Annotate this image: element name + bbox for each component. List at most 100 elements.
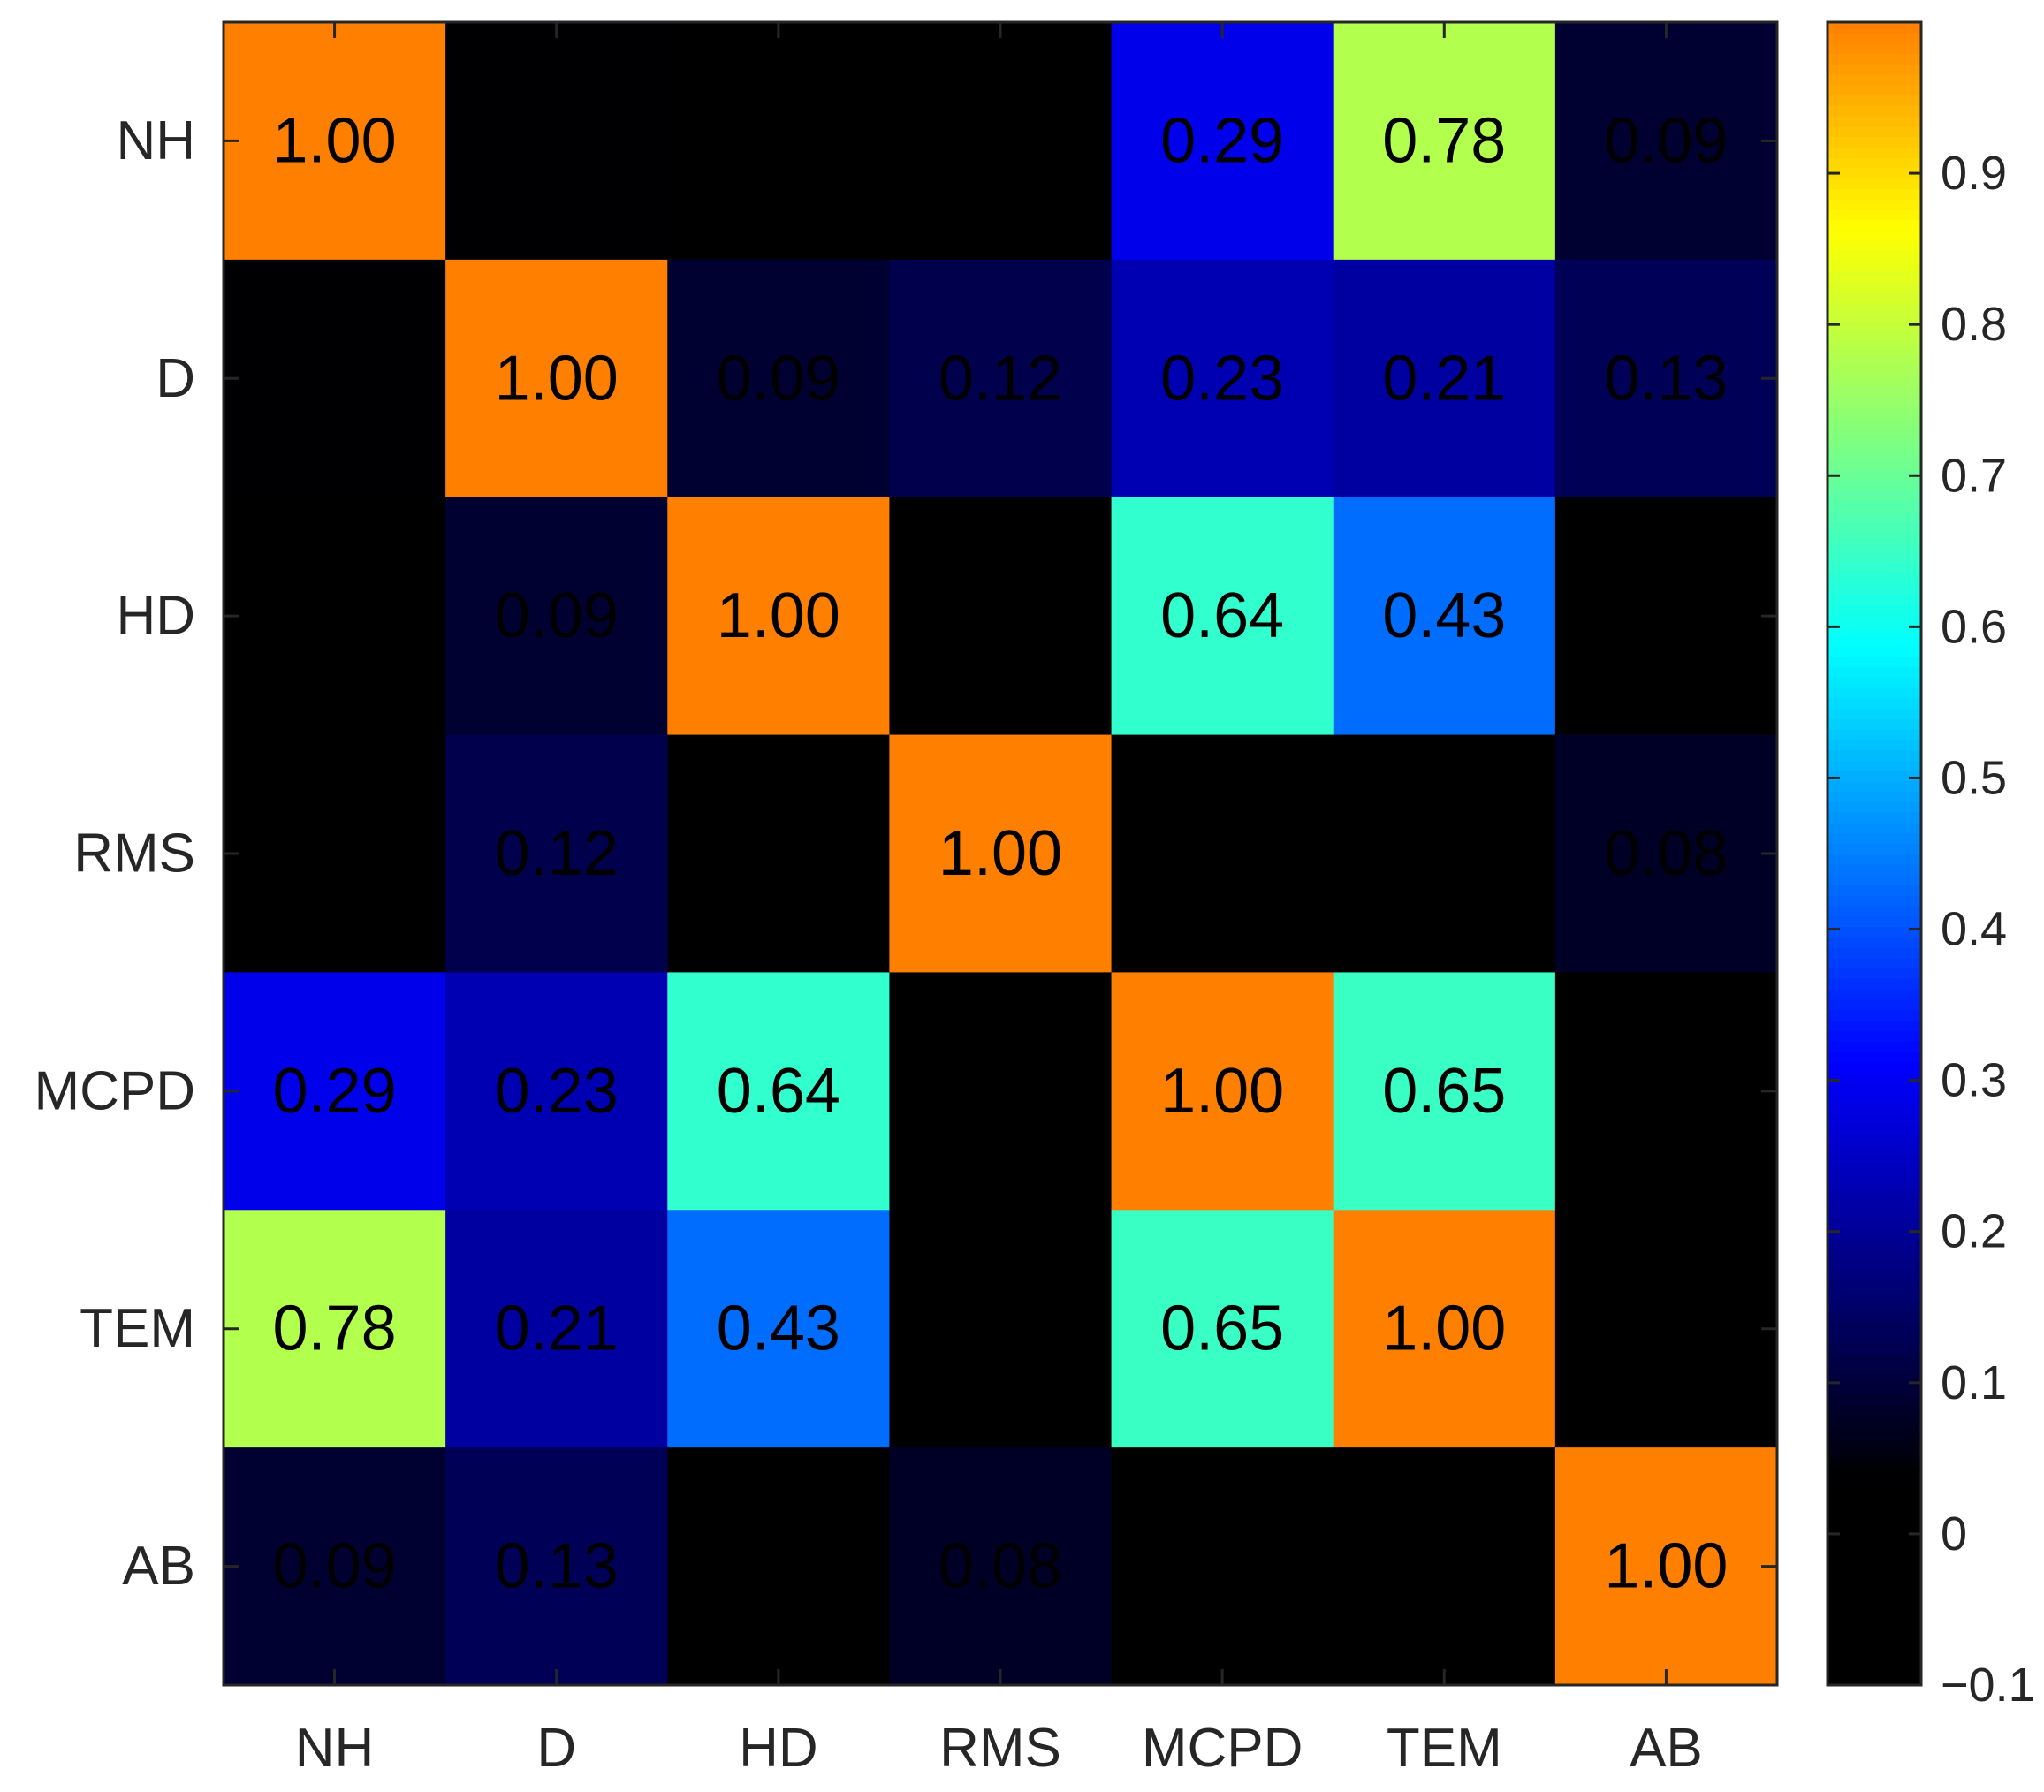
x-tick-label-ab: AB — [1630, 1718, 1703, 1779]
colorbar-segment — [1827, 1446, 1921, 1458]
colorbar-segment — [1827, 728, 1921, 740]
colorbar-segment — [1827, 1072, 1921, 1083]
colorbar: −0.1 0 0.1 0.2 0.3 0.4 0.5 0.6 0.7 0.8 0.9 — [1826, 20, 2035, 1712]
colorbar-segment — [1827, 1238, 1921, 1249]
colorbar-segment — [1827, 885, 1921, 896]
heatmap-cell-hd-d — [445, 497, 668, 736]
heatmap-cell-mcpd-rms — [889, 972, 1113, 1211]
cell-value-label: 0.43 — [717, 1294, 840, 1364]
colorbar-segment — [1827, 625, 1921, 636]
y-tick-label-tem: TEM — [80, 1298, 195, 1359]
cell-value-label: −0.10 — [698, 105, 859, 176]
colorbar-tick-label: 0.7 — [1941, 449, 2007, 502]
cell-value-label: 0.04 — [495, 105, 619, 176]
colorbar-segment — [1827, 791, 1921, 802]
colorbar-segment — [1827, 1165, 1921, 1177]
colorbar-segment — [1827, 1415, 1921, 1426]
colorbar-segment — [1827, 656, 1921, 668]
cell-value-label: −0.01 — [920, 1294, 1081, 1364]
colorbar-segment — [1827, 1508, 1921, 1520]
heatmap-cell-nh-d — [445, 22, 668, 261]
cell-value-label: 0.21 — [1382, 343, 1506, 414]
cell-value-label: 0.21 — [495, 1294, 619, 1364]
colorbar-segment — [1827, 32, 1921, 44]
cell-value-label: 0.29 — [1160, 105, 1284, 176]
colorbar-segment — [1827, 354, 1921, 366]
heatmap-cell-nh-tem — [1333, 22, 1556, 261]
colorbar-segment — [1827, 1633, 1921, 1644]
colorbar-segment — [1827, 22, 1921, 34]
cell-value-label: 0.12 — [495, 818, 619, 889]
cell-value-label: 0.29 — [273, 1056, 397, 1127]
colorbar-segment — [1827, 1310, 1921, 1323]
heatmap-cell-ab-mcpd — [1111, 1447, 1334, 1686]
cell-value-label: 1.00 — [1160, 1056, 1284, 1127]
colorbar-segment — [1827, 1082, 1921, 1094]
colorbar-segment — [1827, 1550, 1921, 1561]
colorbar-segment — [1827, 167, 1921, 179]
heatmap-cell-d-ab — [1554, 259, 1778, 498]
heatmap-cell-ab-ab — [1554, 1447, 1778, 1686]
colorbar-segment — [1827, 385, 1921, 398]
heatmap-cell-rms-ab — [1554, 734, 1778, 974]
colorbar-segment — [1827, 1258, 1921, 1271]
colorbar-segment — [1827, 42, 1921, 55]
cell-value-label: 0.13 — [1604, 343, 1728, 414]
colorbar-tick-label: 0.4 — [1941, 903, 2007, 956]
colorbar-segment — [1827, 801, 1921, 813]
colorbar-segment — [1827, 448, 1921, 459]
cell-value-label: 1.00 — [1604, 1531, 1728, 1602]
cell-value-label: 0.02 — [938, 1056, 1062, 1127]
cell-value-label: 0.23 — [1160, 343, 1284, 414]
colorbar-segment — [1827, 895, 1921, 907]
heatmap-cell-hd-tem — [1333, 497, 1556, 736]
heatmap-cell-tem-hd — [667, 1210, 891, 1448]
cell-value-label: 0.02 — [1160, 818, 1284, 889]
colorbar-segment — [1827, 811, 1921, 824]
colorbar-segment — [1827, 1206, 1921, 1219]
colorbar-segment — [1827, 1352, 1921, 1364]
colorbar-segment — [1827, 1196, 1921, 1208]
colorbar-segment — [1827, 1321, 1921, 1333]
cell-value-label: −0.01 — [1364, 818, 1524, 889]
colorbar-segment — [1827, 957, 1921, 969]
heatmap-cell-tem-mcpd — [1111, 1210, 1334, 1448]
x-tick-label-mcpd: MCPD — [1142, 1718, 1303, 1779]
colorbar-segment — [1827, 614, 1921, 626]
colorbar-segment — [1827, 1404, 1921, 1416]
colorbar-segment — [1827, 323, 1921, 335]
cell-value-label: 0.65 — [1382, 1056, 1506, 1127]
colorbar-segment — [1827, 437, 1921, 450]
colorbar-segment — [1827, 832, 1921, 845]
colorbar-segment — [1827, 365, 1921, 376]
heatmap-cell-ab-tem — [1333, 1447, 1556, 1686]
cell-value-label: 0.01 — [938, 581, 1062, 651]
colorbar-segment — [1827, 416, 1921, 429]
colorbar-segment — [1827, 687, 1921, 699]
colorbar-segment — [1827, 1009, 1921, 1021]
colorbar-segment — [1827, 1456, 1921, 1468]
colorbar-segment — [1827, 105, 1921, 117]
colorbar-segment — [1827, 770, 1921, 782]
cell-value-label: 0.13 — [495, 1531, 619, 1602]
colorbar-segment — [1827, 490, 1921, 501]
colorbar-segment — [1827, 115, 1921, 127]
colorbar-segment — [1827, 1341, 1921, 1354]
colorbar-segment — [1827, 302, 1921, 315]
colorbar-segment — [1827, 282, 1921, 293]
y-tick-label-nh: NH — [116, 110, 195, 171]
colorbar-segment — [1827, 1248, 1921, 1260]
x-tick-label-hd: HD — [739, 1718, 818, 1779]
heatmap-cell-d-hd — [667, 259, 891, 498]
cell-value-label: 0.09 — [495, 581, 619, 651]
cell-value-label: 0.65 — [1160, 1294, 1284, 1364]
colorbar-frame — [1826, 20, 1923, 1687]
heatmap-cell-d-d — [445, 259, 668, 498]
cell-value-label: 0.01 — [717, 818, 840, 889]
y-tick-label-d: D — [156, 348, 195, 409]
colorbar-segment — [1827, 84, 1921, 96]
cell-value-label: −0.10 — [254, 581, 414, 651]
colorbar-segment — [1827, 95, 1921, 106]
cell-value-label: −0.02 — [1585, 581, 1746, 651]
colorbar-segment — [1827, 1622, 1921, 1634]
